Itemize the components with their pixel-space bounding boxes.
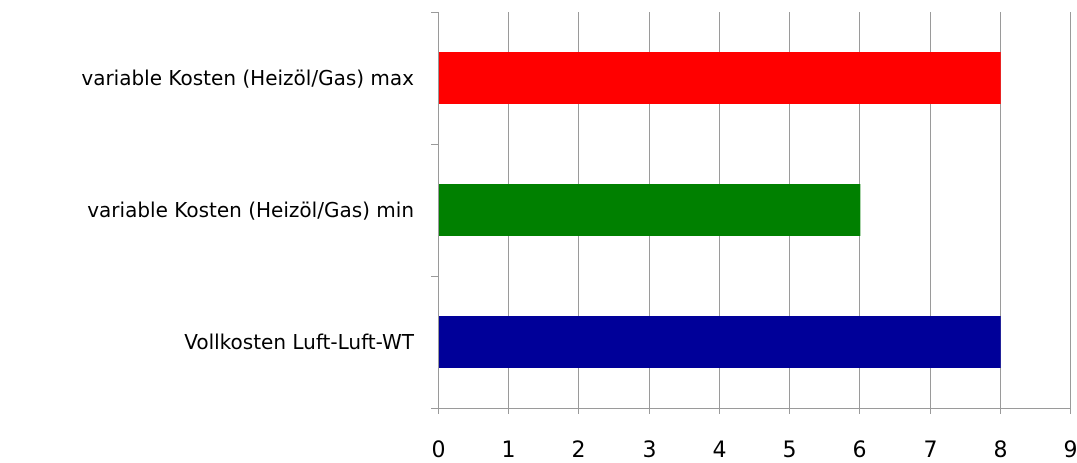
- x-tick-label: 8: [994, 438, 1008, 463]
- category-labels: variable Kosten (Heizöl/Gas) max variable…: [81, 66, 414, 354]
- x-tick-label: 3: [643, 438, 657, 463]
- x-tick-label: 0: [432, 438, 446, 463]
- bar: [439, 316, 1001, 368]
- bar: [439, 184, 861, 236]
- x-tick-label: 4: [713, 438, 727, 463]
- bars: [439, 52, 1001, 368]
- x-tick-label: 2: [572, 438, 586, 463]
- category-label: Vollkosten Luft-Luft-WT: [184, 330, 415, 354]
- bar: [439, 52, 1001, 104]
- axes: [431, 12, 1071, 414]
- category-label: variable Kosten (Heizöl/Gas) max: [81, 66, 414, 90]
- x-tick-label: 6: [853, 438, 867, 463]
- x-tick-label: 1: [502, 438, 516, 463]
- category-label: variable Kosten (Heizöl/Gas) min: [87, 198, 414, 222]
- x-tick-label: 5: [783, 438, 797, 463]
- x-tick-label: 9: [1064, 438, 1077, 463]
- x-tick-labels: 0 1 2 3 4 5 6 7 8 9: [432, 438, 1077, 463]
- x-tick-label: 7: [924, 438, 938, 463]
